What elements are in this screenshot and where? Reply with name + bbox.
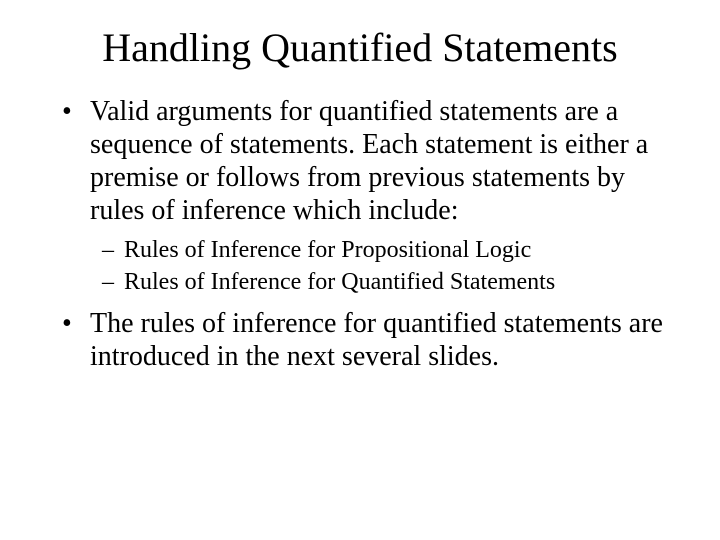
bullet-item: The rules of inference for quantified st… — [90, 307, 676, 373]
sub-bullet-text: Rules of Inference for Quantified Statem… — [124, 269, 555, 295]
sub-bullet-item: Rules of Inference for Propositional Log… — [124, 235, 676, 265]
slide-title: Handling Quantified Statements — [44, 24, 676, 71]
sub-bullet-text: Rules of Inference for Propositional Log… — [124, 237, 531, 263]
sub-bullet-list: Rules of Inference for Propositional Log… — [90, 235, 676, 297]
sub-bullet-item: Rules of Inference for Quantified Statem… — [124, 267, 676, 297]
bullet-list: Valid arguments for quantified statement… — [44, 95, 676, 373]
bullet-item: Valid arguments for quantified statement… — [90, 95, 676, 297]
slide-container: Handling Quantified Statements Valid arg… — [0, 0, 720, 540]
bullet-text: Valid arguments for quantified statement… — [90, 96, 648, 226]
bullet-text: The rules of inference for quantified st… — [90, 308, 663, 372]
